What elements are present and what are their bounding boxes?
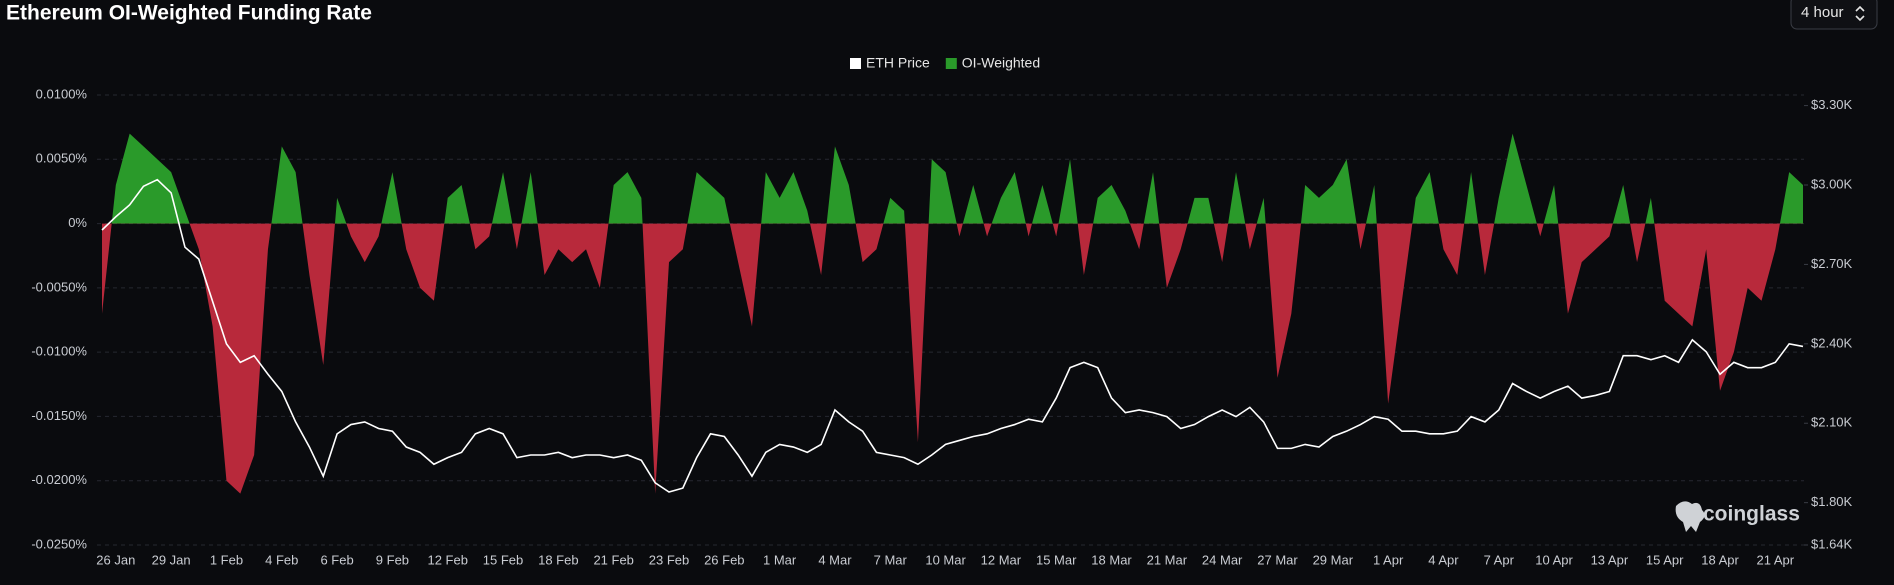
y2-tick-label: $2.40K [1811,335,1853,350]
x-tick-label: 26 Jan [96,552,135,567]
legend-label: OI-Weighted [962,55,1040,71]
y-tick-label: -0.0150% [31,408,87,423]
watermark: coinglass [1675,501,1800,532]
x-tick-label: 21 Mar [1147,552,1188,567]
x-tick-label: 21 Feb [593,552,633,567]
y-tick-label: 0% [68,215,87,230]
y2-tick-label: $1.80K [1811,494,1853,509]
x-tick-label: 26 Feb [704,552,744,567]
x-tick-label: 4 Apr [1428,552,1459,567]
x-tick-label: 15 Mar [1036,552,1077,567]
x-tick-label: 24 Mar [1202,552,1243,567]
x-tick-label: 1 Apr [1373,552,1404,567]
y2-tick-label: $1.64K [1811,536,1853,551]
price-line [101,178,1804,493]
x-tick-label: 10 Mar [925,552,966,567]
x-tick-label: 29 Jan [152,552,191,567]
legend-swatch [850,58,861,69]
watermark-logo [1675,501,1705,532]
y-tick-label: -0.0100% [31,344,87,359]
x-tick-label: 29 Mar [1313,552,1354,567]
x-tick-label: 15 Feb [483,552,523,567]
x-tick-label: 13 Apr [1591,552,1629,567]
chart-title: Ethereum OI-Weighted Funding Rate [6,2,372,25]
x-tick-label: 10 Apr [1535,552,1573,567]
watermark-text: coinglass [1703,503,1800,526]
legend-label: ETH Price [866,55,930,71]
x-tick-label: 12 Feb [427,552,467,567]
x-tick-label: 18 Mar [1091,552,1132,567]
y2-tick-label: $2.10K [1811,415,1853,430]
x-tick-label: 7 Mar [874,552,908,567]
x-tick-label: 6 Feb [320,552,353,567]
y2-tick-label: $3.00K [1811,176,1853,191]
select-label[interactable]: 4 hour [1801,4,1844,21]
interval-select[interactable]: 4 hour [1790,0,1878,30]
x-tick-label: 9 Feb [376,552,409,567]
y2-tick-label: $2.70K [1811,256,1853,271]
y-tick-label: 0.0100% [36,86,88,101]
select-box[interactable] [1790,0,1878,30]
y-tick-label: -0.0200% [31,472,87,487]
x-tick-label: 4 Mar [818,552,852,567]
x-tick-label: 18 Apr [1701,552,1739,567]
x-tick-label: 23 Feb [649,552,689,567]
x-tick-label: 15 Apr [1646,552,1684,567]
x-tick-label: 7 Apr [1484,552,1515,567]
x-tick-label: 18 Feb [538,552,578,567]
funding-area [102,133,1803,494]
y-tick-label: -0.0050% [31,279,87,294]
y2-tick-label: $3.30K [1811,97,1853,112]
x-tick-label: 1 Feb [210,552,243,567]
legend-swatch [945,58,957,69]
x-tick-label: 27 Mar [1257,552,1298,567]
x-tick-label: 12 Mar [981,552,1022,567]
y-tick-label: -0.0250% [31,536,87,551]
chevron-icon [1855,5,1865,22]
x-tick-label: 1 Mar [763,552,797,567]
x-tick-label: 4 Feb [265,552,298,567]
y-tick-label: 0.0050% [36,151,88,166]
x-tick-label: 21 Apr [1757,552,1795,567]
